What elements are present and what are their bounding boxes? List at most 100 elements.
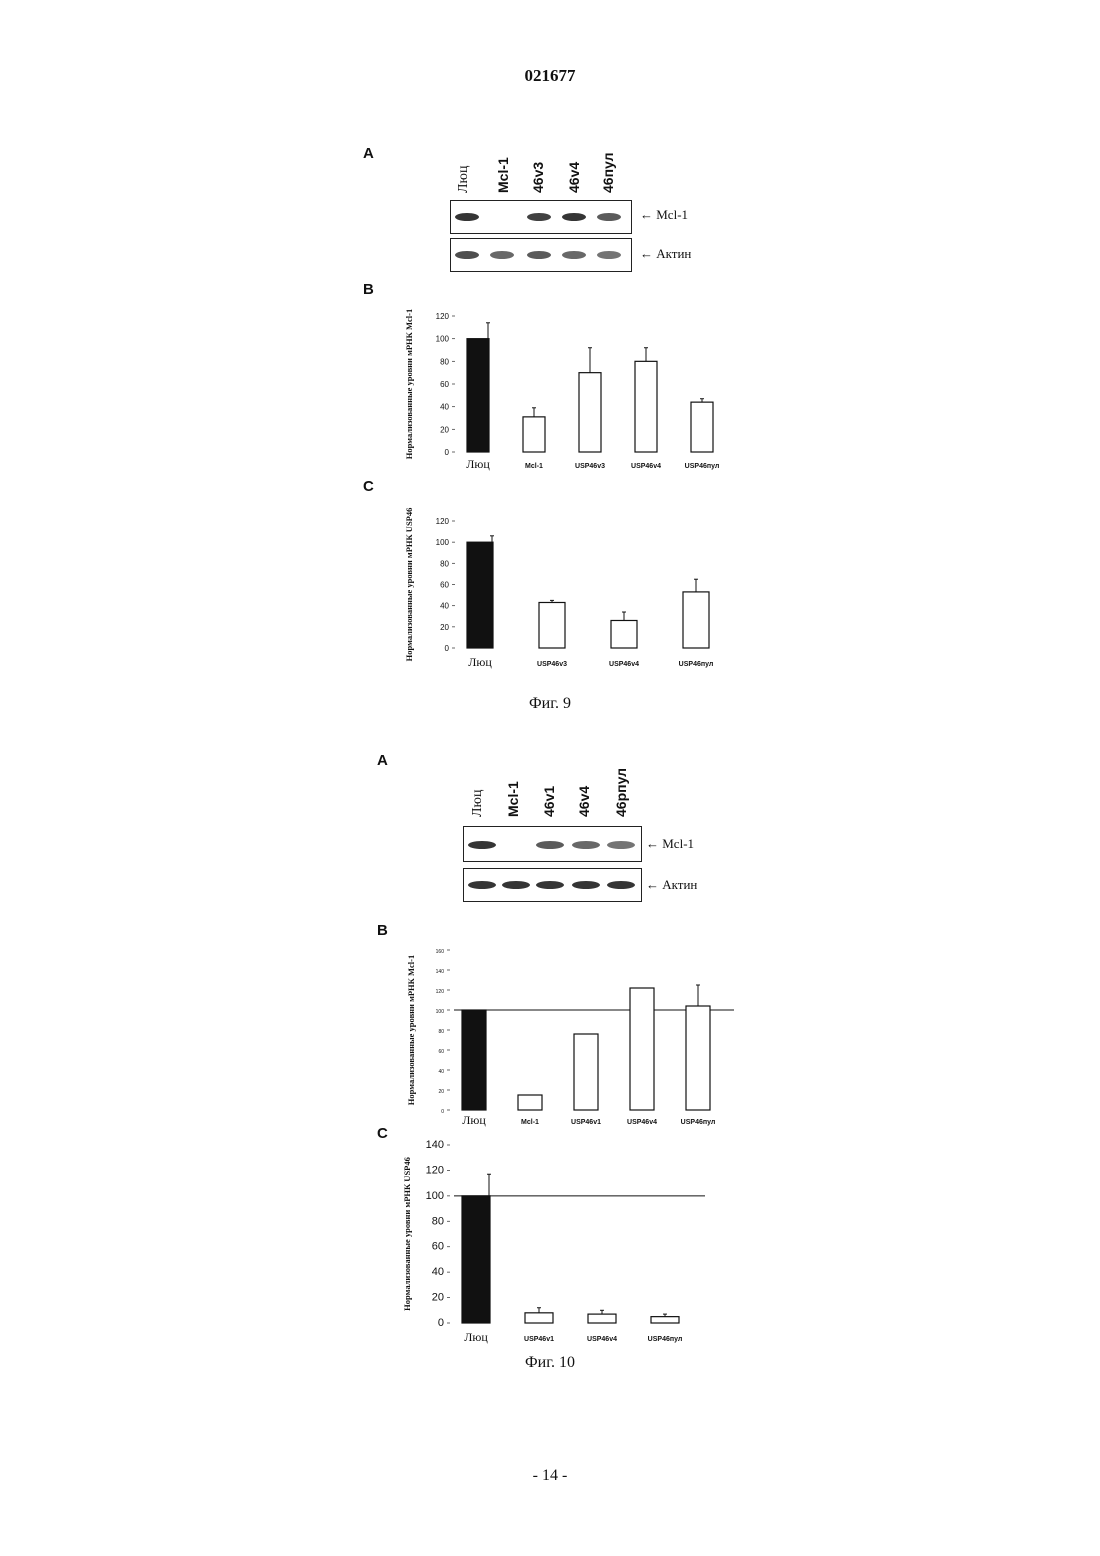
fig9-band <box>597 251 621 259</box>
fig10-band <box>502 881 530 889</box>
bar <box>686 1006 710 1110</box>
y-tick-label: 120 <box>436 517 450 526</box>
x-category-label: Mcl-1 <box>521 1119 539 1126</box>
x-category-label: Люц <box>466 457 490 471</box>
y-tick-label: 0 <box>438 1317 444 1329</box>
x-category-label: USP46пул <box>681 1119 716 1126</box>
fig9-band-label-mcl1: ← Mcl-1 <box>640 207 688 223</box>
y-tick-label: 60 <box>440 581 449 590</box>
bar <box>635 361 657 452</box>
fig10-lane-label: 46v4 <box>576 786 592 817</box>
fig10-lane-label: Люц <box>470 790 486 817</box>
y-tick-label: 120 <box>436 989 445 995</box>
y-tick-label: 140 <box>426 1139 444 1151</box>
y-tick-label: 20 <box>432 1292 444 1304</box>
x-category-label: USP46v4 <box>587 1336 617 1343</box>
fig10-lane-label: 46v1 <box>541 786 557 817</box>
bar <box>579 373 601 452</box>
x-category-label: USP46v1 <box>524 1336 554 1343</box>
fig9b-bar-chart: Нормализованные уровни мРНК Mcl-10204060… <box>360 290 760 485</box>
y-axis-label: Нормализованные уровни мРНК Mcl-1 <box>406 955 416 1105</box>
fig9-lane-label: 46v3 <box>530 162 546 193</box>
bar <box>525 1313 553 1323</box>
document-number: 021677 <box>0 66 1100 86</box>
y-tick-label: 20 <box>440 623 449 632</box>
fig10c-bar-chart: Нормализованные уровни мРНК USP46 0 20 40 60… <box>372 1135 772 1350</box>
y-tick-label: 40 <box>440 602 449 611</box>
bar <box>651 1317 679 1323</box>
fig10-band <box>572 881 600 889</box>
fig10-band <box>607 881 635 889</box>
y-tick-label: 40 <box>432 1266 444 1278</box>
fig10-band <box>536 881 564 889</box>
fig10-lane-label: Mcl-1 <box>505 781 521 817</box>
x-category-label: USP46v3 <box>575 463 605 470</box>
bar <box>467 339 489 452</box>
y-tick-label: 60 <box>432 1241 444 1253</box>
x-category-label: USP46v4 <box>609 661 639 668</box>
fig10-caption: Фиг. 10 <box>0 1354 1100 1372</box>
y-axis-label: Нормализованные уровни мРНК USP46 <box>402 1157 412 1311</box>
y-tick-label: 100 <box>436 1009 445 1015</box>
bar <box>683 592 709 648</box>
fig9-caption: Фиг. 9 <box>0 695 1100 713</box>
x-category-label: Люц <box>464 1330 488 1344</box>
x-category-label: USP46пул <box>685 463 720 470</box>
fig9-panel-a-letter: A <box>363 145 374 162</box>
fig9-lane-label: Люц <box>456 166 472 193</box>
y-tick-label: 80 <box>432 1215 444 1227</box>
fig10-band <box>468 841 496 849</box>
page-number: - 14 - <box>0 1467 1100 1485</box>
bar <box>462 1196 490 1323</box>
x-category-label: Люц <box>462 1113 486 1127</box>
y-axis-label: Нормализованные уровни мРНК USP46 <box>404 508 414 662</box>
fig10-panel-a-letter: A <box>377 752 388 769</box>
bar <box>462 1010 486 1110</box>
fig10-band <box>572 841 600 849</box>
y-tick-label: 60 <box>440 380 449 389</box>
y-tick-label: 80 <box>438 1029 444 1035</box>
bar <box>611 620 637 648</box>
fig9-band-label-actin: ← Актин <box>640 246 691 262</box>
y-tick-label: 60 <box>438 1049 444 1055</box>
x-category-label: USP46пул <box>648 1336 683 1343</box>
fig9c-bar-chart: Нормализованные уровни мРНК USP46 0 20 40 60… <box>360 488 760 688</box>
fig10-band <box>536 841 564 849</box>
fig9-band <box>455 251 479 259</box>
x-category-label: USP46v4 <box>627 1119 657 1126</box>
x-category-label: USP46пул <box>679 661 714 668</box>
x-category-label: USP46v4 <box>631 463 661 470</box>
bar <box>539 602 565 648</box>
y-tick-label: 0 <box>445 644 450 653</box>
fig9-band <box>562 213 586 221</box>
y-tick-label: 100 <box>426 1190 444 1202</box>
bar <box>518 1095 542 1110</box>
x-category-label: USP46v3 <box>537 661 567 668</box>
fig9-band <box>490 251 514 259</box>
fig9-band <box>527 251 551 259</box>
fig9-band <box>527 213 551 221</box>
y-tick-label: 140 <box>436 969 445 975</box>
y-axis-label: Нормализованные уровни мРНК Mcl-1 <box>404 309 414 459</box>
fig10b-bar-chart: Нормализованные уровни мРНК Mcl-10204060… <box>372 925 772 1130</box>
bar <box>588 1314 616 1323</box>
fig10-lane-label: 46pпул <box>613 768 629 817</box>
fig9-band <box>455 213 479 221</box>
bar <box>523 417 545 452</box>
bar <box>467 542 493 648</box>
bar <box>630 988 654 1110</box>
y-tick-label: 20 <box>440 425 449 434</box>
fig10-band <box>607 841 635 849</box>
fig9-lane-label: 46пул <box>600 152 616 193</box>
fig10-band-label-actin: ← Актин <box>646 877 697 893</box>
fig9-lane-label: 46v4 <box>566 162 582 193</box>
fig10-band <box>468 881 496 889</box>
y-tick-label: 40 <box>440 403 449 412</box>
x-category-label: Mcl-1 <box>525 463 543 470</box>
fig10-band-label-mcl1: ← Mcl-1 <box>646 836 694 852</box>
y-tick-label: 80 <box>440 357 449 366</box>
y-tick-label: 100 <box>436 538 450 547</box>
y-tick-label: 40 <box>438 1069 444 1075</box>
y-tick-label: 80 <box>440 559 449 568</box>
x-category-label: Люц <box>468 655 492 669</box>
